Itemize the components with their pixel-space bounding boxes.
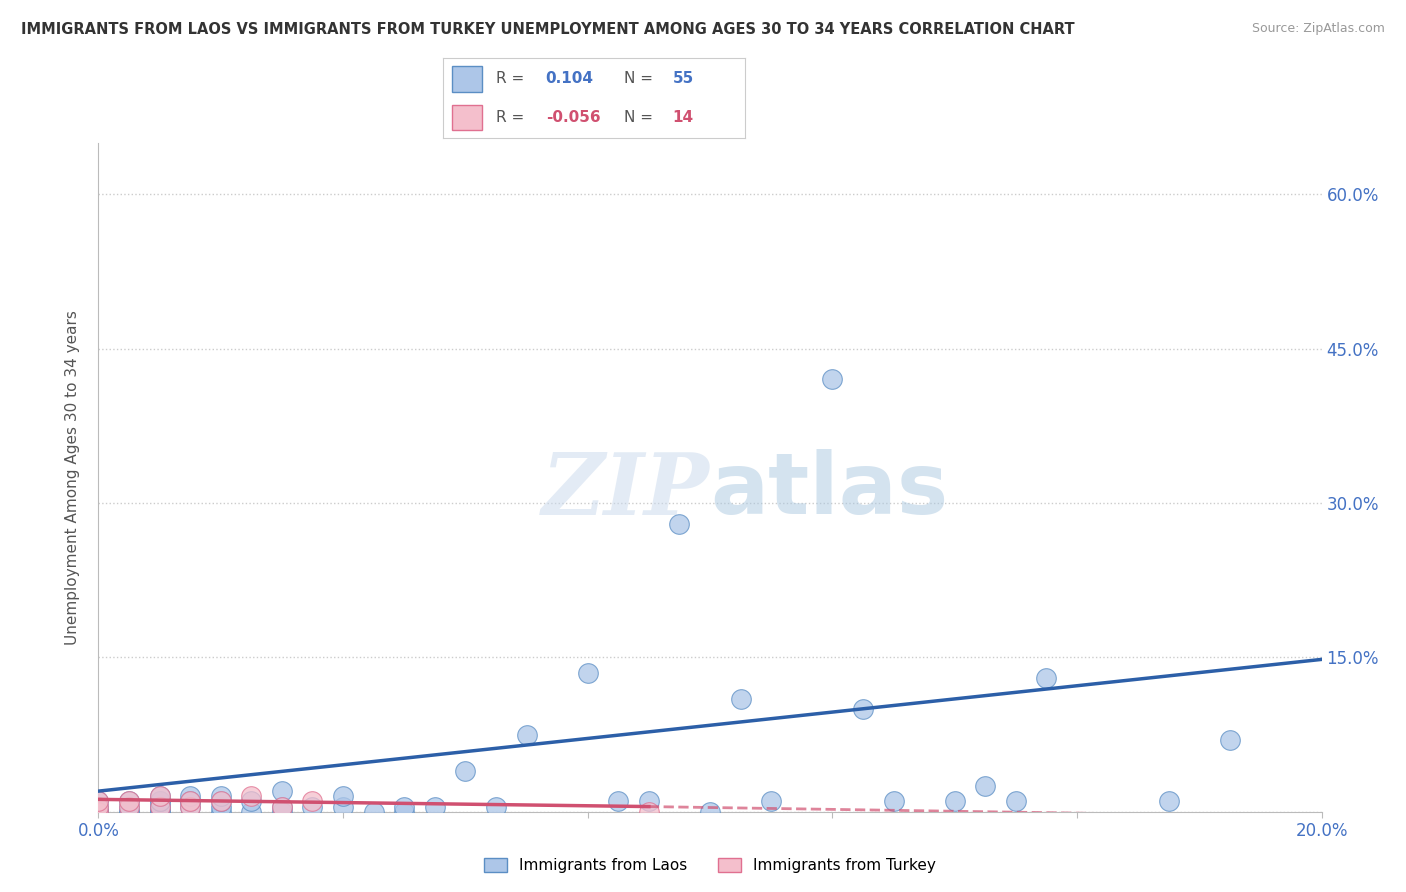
Point [149, 799, 172, 814]
Point [87, 794, 110, 808]
Point [87, 799, 110, 814]
Point [516, 727, 538, 741]
Text: R =: R = [496, 110, 524, 125]
Text: Source: ZipAtlas.com: Source: ZipAtlas.com [1251, 22, 1385, 36]
Point [270, 799, 292, 814]
Text: 55: 55 [672, 71, 695, 87]
Point [179, 789, 201, 804]
Point [149, 805, 172, 819]
Point [179, 794, 201, 808]
Point [637, 794, 661, 808]
Point [179, 794, 201, 808]
Point [1004, 794, 1026, 808]
Point [270, 784, 292, 798]
Point [240, 789, 263, 804]
Point [179, 799, 201, 814]
Text: N =: N = [624, 110, 654, 125]
Legend: Immigrants from Laos, Immigrants from Turkey: Immigrants from Laos, Immigrants from Tu… [477, 851, 943, 881]
Point [852, 702, 875, 716]
Point [87, 805, 110, 819]
Point [668, 516, 690, 531]
Point [883, 794, 905, 808]
Point [1219, 732, 1241, 747]
Point [1035, 671, 1057, 685]
Point [149, 805, 172, 819]
Point [87, 805, 110, 819]
Point [392, 805, 416, 819]
Point [1157, 794, 1180, 808]
Point [179, 799, 201, 814]
Point [821, 372, 844, 386]
Text: IMMIGRANTS FROM LAOS VS IMMIGRANTS FROM TURKEY UNEMPLOYMENT AMONG AGES 30 TO 34 : IMMIGRANTS FROM LAOS VS IMMIGRANTS FROM … [21, 22, 1074, 37]
Point [209, 794, 232, 808]
Point [118, 799, 141, 814]
Point [270, 805, 292, 819]
Point [179, 794, 201, 808]
Point [576, 665, 599, 680]
Point [974, 779, 997, 793]
Point [209, 794, 232, 808]
Point [699, 805, 721, 819]
Point [240, 794, 263, 808]
Point [301, 794, 323, 808]
Text: N =: N = [624, 71, 654, 87]
Point [759, 794, 782, 808]
Point [423, 799, 446, 814]
Point [87, 805, 110, 819]
Point [149, 799, 172, 814]
Point [118, 794, 141, 808]
Point [149, 789, 172, 804]
Point [209, 789, 232, 804]
Point [270, 799, 292, 814]
Point [149, 799, 172, 814]
Point [392, 799, 416, 814]
Point [209, 805, 232, 819]
Point [118, 805, 141, 819]
Point [87, 805, 110, 819]
Point [118, 794, 141, 808]
Text: atlas: atlas [710, 449, 948, 533]
Point [454, 764, 477, 778]
Text: ZIP: ZIP [543, 449, 710, 533]
Point [485, 799, 508, 814]
Point [118, 805, 141, 819]
Point [332, 789, 354, 804]
Point [240, 805, 263, 819]
Text: 14: 14 [672, 110, 693, 125]
Point [730, 691, 752, 706]
Text: R =: R = [496, 71, 524, 87]
Point [332, 799, 354, 814]
Point [607, 794, 630, 808]
Point [209, 799, 232, 814]
FancyBboxPatch shape [451, 66, 482, 92]
Point [149, 789, 172, 804]
Text: -0.056: -0.056 [546, 110, 600, 125]
Point [87, 799, 110, 814]
Point [149, 794, 172, 808]
Point [118, 799, 141, 814]
Point [637, 805, 661, 819]
Point [87, 794, 110, 808]
Point [301, 799, 323, 814]
Y-axis label: Unemployment Among Ages 30 to 34 years: Unemployment Among Ages 30 to 34 years [65, 310, 80, 645]
Text: 0.104: 0.104 [546, 71, 593, 87]
Point [363, 805, 385, 819]
Point [943, 794, 966, 808]
Point [149, 794, 172, 808]
FancyBboxPatch shape [451, 104, 482, 130]
